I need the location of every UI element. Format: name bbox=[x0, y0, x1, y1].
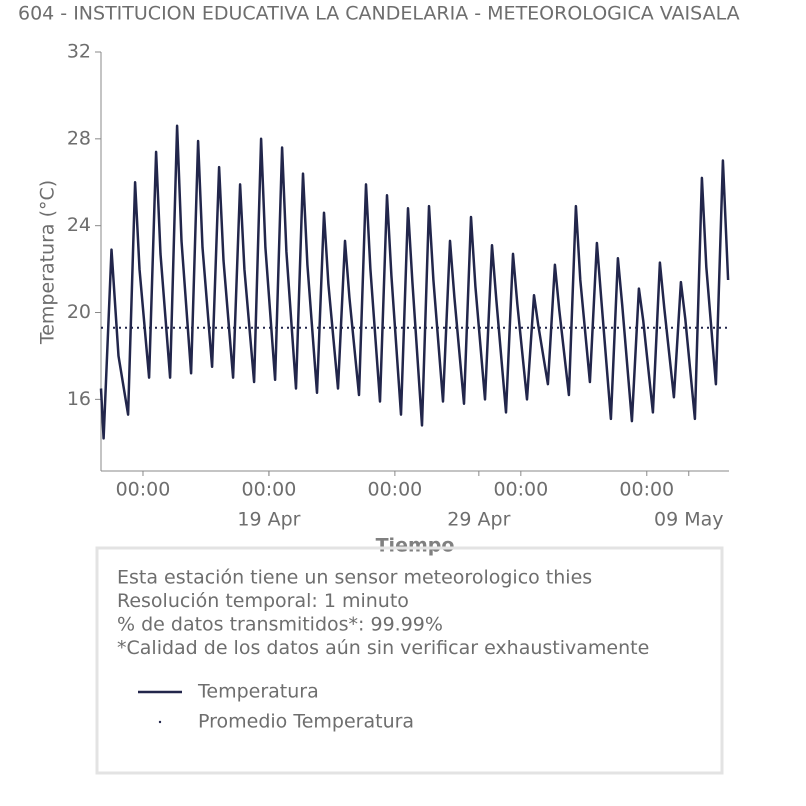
x-major-tick-label: 29 Apr bbox=[447, 509, 510, 531]
info-text: *Calidad de los datos aún sin verificar … bbox=[117, 637, 649, 659]
info-text: Esta estación tiene un sensor meteorolog… bbox=[117, 567, 592, 589]
y-tick-label: 28 bbox=[67, 127, 91, 149]
y-tick-label: 24 bbox=[67, 214, 91, 236]
legend-label: Temperatura bbox=[197, 681, 319, 703]
y-tick-label: 20 bbox=[67, 301, 91, 323]
y-axis-label: Temperatura (°C) bbox=[37, 180, 59, 345]
y-tick-label: 16 bbox=[67, 388, 91, 410]
x-major-tick-label: 09 May bbox=[654, 509, 724, 531]
y-tick-label: 32 bbox=[67, 41, 91, 63]
x-major-tick-label: 19 Apr bbox=[237, 509, 300, 531]
x-tick-label: 00:00 bbox=[116, 479, 171, 501]
legend-dot-marker bbox=[158, 720, 162, 724]
chart-title: 604 - INSTITUCION EDUCATIVA LA CANDELARI… bbox=[18, 3, 740, 25]
x-tick-label: 00:00 bbox=[368, 479, 423, 501]
x-tick-label: 00:00 bbox=[493, 479, 548, 501]
legend-label: Promedio Temperatura bbox=[198, 711, 414, 733]
info-text: % de datos transmitidos*: 99.99% bbox=[117, 614, 443, 636]
info-text: Resolución temporal: 1 minuto bbox=[117, 590, 409, 612]
info-box bbox=[95, 546, 724, 775]
x-axis-label: Tiempo bbox=[376, 535, 455, 557]
temperature-line bbox=[99, 124, 730, 440]
x-tick-label: 00:00 bbox=[242, 479, 297, 501]
x-tick-label: 00:00 bbox=[619, 479, 674, 501]
